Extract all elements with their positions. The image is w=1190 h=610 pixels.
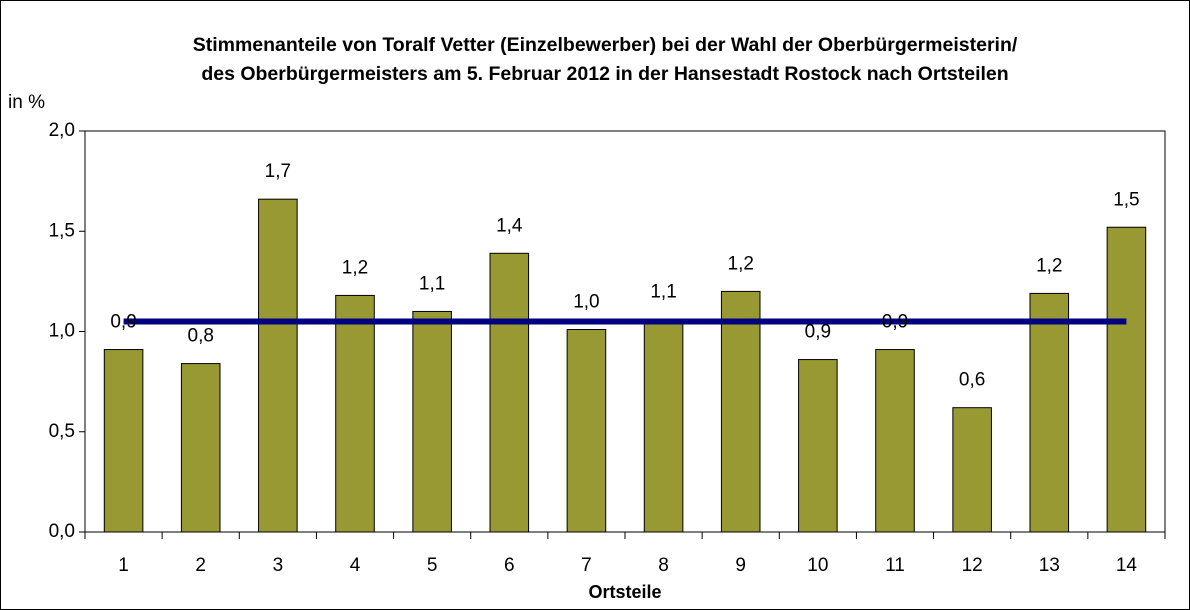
x-tick-label: 5	[427, 555, 438, 576]
x-tick-label: 10	[807, 555, 828, 576]
data-label: 1,4	[496, 215, 523, 236]
data-label: 0,9	[882, 312, 908, 333]
bar	[643, 318, 684, 533]
y-tick-label: 1,0	[49, 321, 75, 342]
bar	[103, 349, 144, 533]
y-tick-label: 1,5	[49, 220, 75, 241]
y-tick-label: 0,0	[49, 521, 75, 542]
x-axis-label: Ortsteile	[588, 582, 661, 602]
bar	[335, 294, 375, 533]
bar	[566, 328, 607, 533]
x-tick-label: 9	[735, 555, 746, 576]
x-tick-label: 1	[118, 555, 129, 576]
x-tick-label: 2	[195, 555, 206, 576]
y-axis-label: in %	[8, 92, 45, 113]
data-label: 1,5	[1113, 189, 1139, 210]
bar	[798, 359, 838, 533]
bar	[1029, 292, 1070, 533]
bar	[258, 198, 298, 533]
chart-subtitle: des Oberbürgermeisters am 5. Februar 201…	[201, 63, 1008, 85]
bar	[1106, 226, 1147, 533]
y-tick-label: 2,0	[49, 120, 75, 141]
bar	[180, 363, 221, 533]
x-tick-label: 8	[658, 555, 669, 576]
data-label: 1,2	[342, 257, 368, 278]
data-label: 0,9	[110, 312, 136, 333]
data-label: 1,2	[1036, 255, 1062, 276]
data-label: 1,1	[419, 273, 445, 294]
bar	[720, 290, 761, 533]
chart-title: Stimmenanteile von Toralf Vetter (Einzel…	[193, 34, 1018, 56]
bar	[952, 407, 992, 533]
data-label: 1,0	[573, 292, 599, 313]
data-label: 0,6	[959, 370, 985, 391]
x-tick-label: 6	[504, 555, 515, 576]
x-tick-label: 13	[1039, 555, 1060, 576]
x-tick-label: 7	[581, 555, 592, 576]
x-tick-label: 3	[273, 555, 284, 576]
x-tick-label: 12	[962, 555, 983, 576]
data-label: 1,7	[265, 161, 291, 182]
bar	[489, 252, 530, 533]
data-label: 1,2	[728, 253, 754, 274]
y-tick-label: 0,5	[49, 421, 75, 442]
x-tick-label: 4	[350, 555, 361, 576]
data-label: 0,9	[805, 322, 831, 343]
x-tick-label: 14	[1116, 555, 1138, 576]
bar	[875, 349, 915, 533]
bar	[412, 310, 452, 533]
data-label: 1,1	[650, 281, 676, 302]
x-tick-label: 11	[885, 555, 905, 576]
data-label: 0,8	[188, 326, 214, 347]
